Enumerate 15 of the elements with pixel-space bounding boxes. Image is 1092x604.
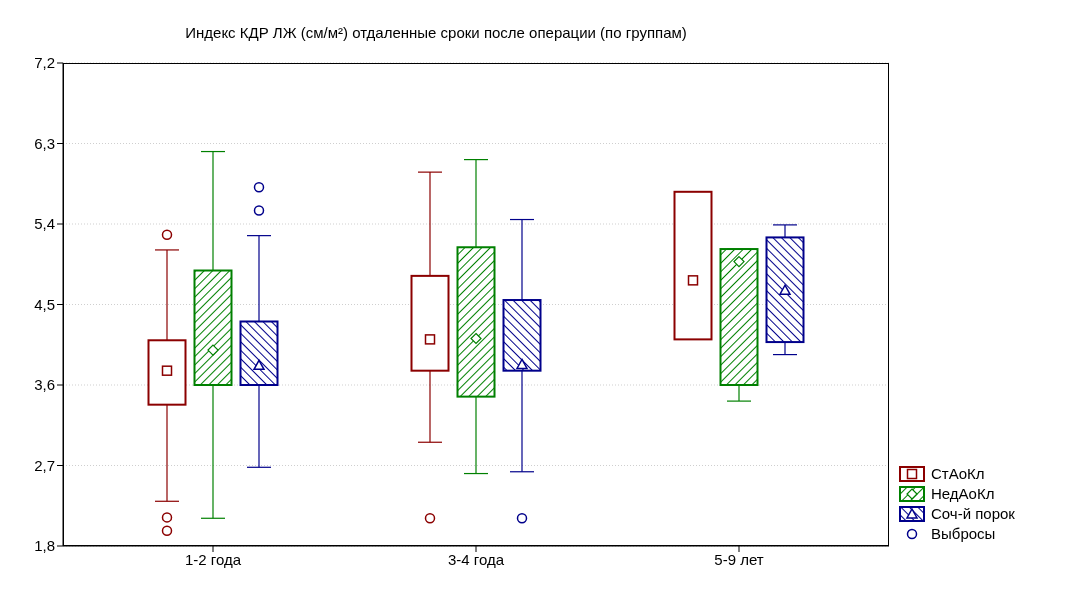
y-tick-label: 7,2: [34, 54, 55, 72]
y-tick-label: 5,4: [34, 215, 55, 233]
x-tick-label: 5-9 лет: [714, 550, 764, 568]
legend-label: Соч-й порок: [931, 504, 1015, 524]
y-tick-label: 1,8: [34, 537, 55, 555]
y-tick-label: 4,5: [34, 295, 55, 313]
legend-label: НедАоКл: [931, 484, 995, 504]
y-tick-label: 3,6: [34, 376, 55, 394]
text: Выбросы: [931, 524, 996, 544]
legend-label: СтАоКл: [931, 464, 985, 484]
y-tick-label: 6,3: [34, 134, 55, 152]
y-tick-label: 2,7: [34, 456, 55, 474]
x-tick-label: 1-2 года: [184, 550, 242, 568]
chart-title: Индекс КДР ЛЖ (см/м²) отдаленные сроки после операции (по группам): [184, 24, 688, 41]
x-tick-label: 3-4 года: [447, 550, 505, 568]
